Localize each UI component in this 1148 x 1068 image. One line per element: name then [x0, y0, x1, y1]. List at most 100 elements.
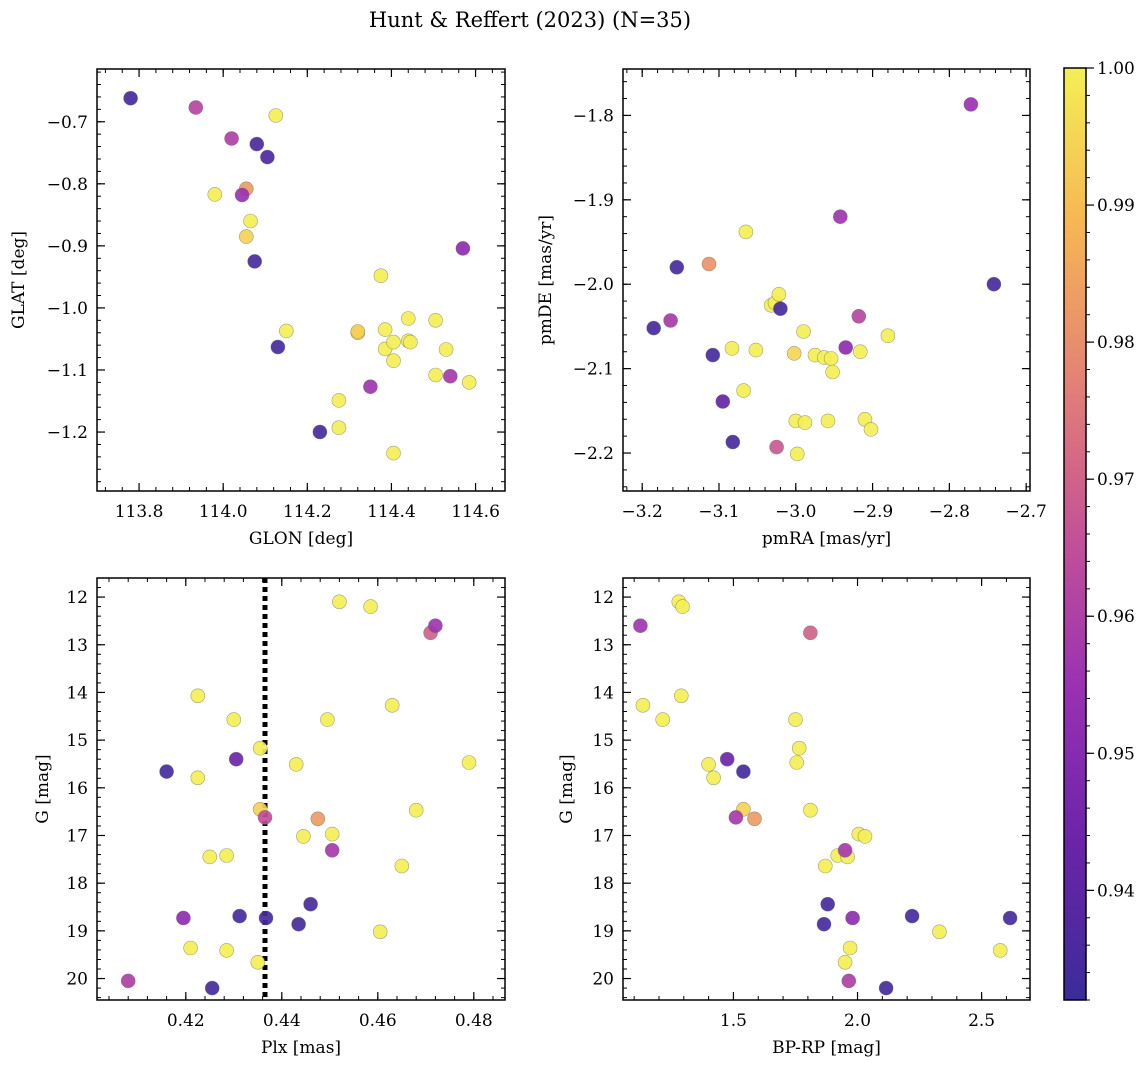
data-point	[786, 346, 802, 361]
data-point	[332, 594, 347, 610]
data-point	[748, 342, 764, 358]
data-point	[823, 351, 839, 366]
minor-ticks	[97, 69, 505, 491]
data-point	[738, 224, 754, 240]
data-point	[852, 344, 868, 360]
data-point	[820, 896, 836, 912]
x-axis-label: Plx [mas]	[261, 1038, 341, 1058]
plot-frame	[622, 577, 1031, 1001]
x-tick-label: 0.48	[455, 1011, 493, 1031]
data-point	[310, 811, 326, 827]
data-point	[331, 420, 347, 436]
data-point	[878, 980, 894, 996]
x-axis-label: pmRA [mas/yr]	[762, 529, 891, 549]
y-tick-label: 15	[66, 731, 88, 751]
data-point	[120, 973, 136, 989]
data-point	[312, 424, 328, 440]
data-point	[363, 599, 378, 614]
colorbar-tick-label: 0.99	[1097, 196, 1135, 216]
data-point	[384, 697, 400, 713]
data-point	[249, 136, 265, 152]
y-axis-label: G [mag]	[557, 754, 577, 823]
colorbar-tick-label: 0.96	[1097, 607, 1135, 627]
data-point	[232, 908, 247, 924]
data-point	[932, 924, 947, 940]
data-point	[655, 712, 671, 727]
data-point	[442, 368, 458, 384]
y-tick-label: 13	[66, 636, 88, 656]
data-point	[863, 422, 879, 437]
x-tick-label: −2.9	[852, 502, 893, 522]
y-tick-label: 14	[592, 683, 614, 703]
y-tick-label: −1.8	[573, 106, 614, 126]
data-point	[747, 811, 762, 827]
x-tick-label: 2.5	[968, 1011, 995, 1031]
data-point	[386, 445, 401, 461]
minor-ticks	[97, 577, 505, 1000]
minor-ticks	[623, 577, 1030, 1000]
data-point	[324, 842, 340, 858]
data-point	[706, 770, 721, 786]
data-point	[207, 187, 223, 202]
y-tick-label: −2.1	[573, 360, 614, 380]
x-tick-label: 114.0	[199, 502, 248, 522]
data-points	[120, 594, 477, 996]
data-point	[428, 367, 443, 383]
data-point	[992, 943, 1008, 958]
data-point	[825, 364, 840, 380]
x-tick-label: 2.0	[844, 1011, 871, 1031]
data-point	[260, 149, 275, 165]
data-point	[904, 908, 920, 924]
panel-pm: −3.2 −3.1 −3.0 −2.9 −2.8 −2.7 −1.8 −1.9 −2.0 −2.1…	[536, 68, 1047, 549]
data-point	[190, 688, 206, 704]
data-point	[635, 697, 651, 713]
data-point	[243, 213, 258, 229]
data-point	[224, 131, 239, 146]
data-point	[278, 323, 294, 339]
data-point	[159, 764, 174, 779]
data-point	[797, 415, 813, 430]
x-tick-label: −3.0	[775, 502, 816, 522]
data-point	[296, 829, 311, 844]
data-point	[268, 108, 284, 123]
data-point	[646, 320, 662, 336]
data-point	[880, 328, 896, 344]
y-tick-label: 20	[592, 970, 614, 990]
x-tick-label: −3.2	[622, 502, 663, 522]
panel-sky: 113.8 114.0 114.2 114.4 114.6 −0.7 −0.8 −0.9 −1.…	[9, 68, 506, 549]
panel-cmd: 1.5 2.0 2.5 12 13 14 15 16 17 18 19 20 BP-RP [mag] G …	[557, 577, 1031, 1058]
data-point	[842, 940, 858, 956]
y-tick-label: 19	[592, 922, 614, 942]
data-point	[675, 599, 690, 614]
data-point	[438, 342, 454, 357]
data-point	[816, 916, 832, 932]
y-axis-label: G [mag]	[33, 754, 53, 823]
y-tick-label: 16	[66, 779, 88, 799]
data-point	[719, 751, 735, 767]
y-tick-label: 19	[66, 922, 88, 942]
data-point	[204, 980, 220, 996]
plot-frame	[622, 68, 1031, 492]
data-point	[386, 334, 401, 350]
data-point	[832, 209, 848, 224]
data-point	[788, 712, 803, 727]
data-point	[303, 896, 318, 912]
x-tick-label: −3.1	[698, 502, 739, 522]
data-point	[228, 751, 244, 767]
colorbar: 1.00 0.99 0.98 0.97 0.96 0.95 0.94	[1063, 59, 1135, 1001]
y-tick-label: 17	[592, 826, 614, 846]
x-tick-label: 114.4	[367, 502, 416, 522]
data-point	[403, 334, 418, 350]
data-point	[394, 858, 410, 874]
x-tick-label: 0.46	[359, 1011, 397, 1031]
y-tick-label: 18	[592, 874, 614, 894]
y-tick-label: 16	[592, 779, 614, 799]
data-point	[219, 848, 234, 863]
data-point	[377, 322, 393, 337]
data-point	[461, 375, 477, 390]
data-point	[773, 301, 788, 317]
x-tick-label: 0.44	[263, 1011, 301, 1031]
y-tick-label: −1.0	[47, 299, 88, 319]
y-tick-label: −0.9	[47, 237, 88, 257]
y-tick-label: 14	[66, 683, 88, 703]
